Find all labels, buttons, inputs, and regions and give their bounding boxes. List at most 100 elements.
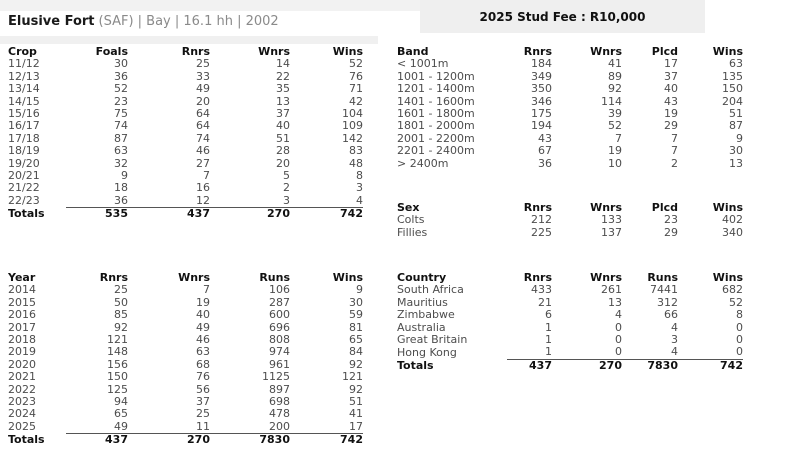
cell: 698 <box>269 396 290 409</box>
table-row: < 1001m 184 41 17 63 <box>397 58 743 70</box>
cell: 0 <box>736 346 743 359</box>
cell: 121 <box>107 334 128 347</box>
cell: 350 <box>531 83 552 96</box>
cell: 200 <box>269 420 290 433</box>
table-row: 2019 148 63 974 84 <box>8 346 363 358</box>
cell: 40 <box>664 83 678 96</box>
cell: 1125 <box>262 371 290 384</box>
cell: 49 <box>196 321 210 334</box>
column-header: Wins <box>712 272 743 284</box>
cell: 22 <box>276 70 290 83</box>
stud-fee-label: 2025 Stud Fee : R10,000 <box>479 9 646 24</box>
cell: 30 <box>349 296 363 309</box>
cell: 156 <box>107 358 128 371</box>
column-header: Year <box>8 272 36 284</box>
cell: 63 <box>114 145 128 158</box>
table-row: Mauritius 21 13 312 52 <box>397 297 743 309</box>
cell: 36 <box>538 157 552 170</box>
cell: 71 <box>349 83 363 96</box>
cell: 312 <box>657 296 678 309</box>
cell: 19 <box>608 145 622 158</box>
cell: 1 <box>545 321 552 334</box>
table-row: 2018 121 46 808 65 <box>8 334 363 346</box>
cell: 56 <box>196 383 210 396</box>
cell: 74 <box>196 132 210 145</box>
cell: 51 <box>276 132 290 145</box>
cell: 36 <box>114 194 128 207</box>
year-table: Year Rnrs Wnrs Runs Wins 2014 25 7 106 9 2015 50 19 2… <box>8 272 363 447</box>
cell: 1401 - 1600m <box>397 95 475 108</box>
cell: 1001 - 1200m <box>397 70 475 83</box>
table-row: 15/16 75 64 37 104 <box>8 108 363 120</box>
cell: 11/12 <box>8 58 40 71</box>
table-row: 16/17 74 64 40 109 <box>8 120 363 132</box>
cell: 16 <box>196 182 210 195</box>
cell: 682 <box>722 284 743 297</box>
cell: South Africa <box>397 284 464 297</box>
cell: > 2400m <box>397 157 449 170</box>
column-header: Wins <box>712 202 743 214</box>
totals-cell: Totals <box>8 433 45 447</box>
cell: 49 <box>114 420 128 433</box>
column-header: Wnrs <box>178 272 210 284</box>
cell: 2020 <box>8 358 36 371</box>
cell: 5 <box>283 170 290 183</box>
column-header: Wins <box>332 272 363 284</box>
cell: 150 <box>722 83 743 96</box>
column-header: Runs <box>259 272 290 284</box>
totals-cell: 7830 <box>210 433 290 447</box>
cell: 2025 <box>8 420 36 434</box>
cell: 19/20 <box>8 157 40 170</box>
cell: 48 <box>349 157 363 170</box>
cell: 175 <box>531 108 552 121</box>
cell: 37 <box>196 396 210 409</box>
table-row: 13/14 52 49 35 71 <box>8 83 363 95</box>
cell: 76 <box>196 371 210 384</box>
column-header: Band <box>397 46 429 58</box>
cell: 212 <box>531 214 552 227</box>
totals-cell: 437 <box>128 207 210 221</box>
table-row: 21/22 18 16 2 3 <box>8 182 363 194</box>
cell: 2017 <box>8 321 36 334</box>
cell: 85 <box>114 309 128 322</box>
table-row: Australia 1 0 4 0 <box>397 322 743 334</box>
cell: 92 <box>114 321 128 334</box>
cell: 1801 - 2000m <box>397 120 475 133</box>
cell: Mauritius <box>397 296 448 309</box>
column-header: Wnrs <box>590 272 622 284</box>
cell: 17/18 <box>8 132 40 145</box>
cell: 0 <box>736 334 743 347</box>
cell: 7 <box>203 170 210 183</box>
cell: 2016 <box>8 309 36 322</box>
header-row: Country Rnrs Wnrs Runs Wins <box>397 272 743 284</box>
table-row: 12/13 36 33 22 76 <box>8 71 363 83</box>
cell: 106 <box>269 284 290 297</box>
cell: 14 <box>276 58 290 71</box>
cell: 28 <box>276 145 290 158</box>
header-row: Crop Foals Rnrs Wnrs Wins <box>8 46 363 58</box>
table-row: 18/19 63 46 28 83 <box>8 145 363 157</box>
cell: 32 <box>114 157 128 170</box>
totals-cell: 742 <box>678 358 743 373</box>
cell: 35 <box>276 83 290 96</box>
cell: Fillies <box>397 226 428 239</box>
cell: Colts <box>397 214 425 227</box>
cell: 2023 <box>8 396 36 409</box>
cell: 1201 - 1400m <box>397 83 475 96</box>
cell: 49 <box>196 83 210 96</box>
cell: 478 <box>269 408 290 421</box>
cell: 19 <box>196 296 210 309</box>
cell: 0 <box>615 346 622 359</box>
table-row: 14/15 23 20 13 42 <box>8 96 363 108</box>
header-row: Band Rnrs Wnrs Plcd Wins <box>397 46 743 58</box>
table-row: Colts 212 133 23 402 <box>397 214 743 226</box>
cell: 51 <box>349 396 363 409</box>
column-header: Foals <box>95 46 128 58</box>
column-header: Wins <box>332 46 363 58</box>
cell: 150 <box>107 371 128 384</box>
table-row: 2024 65 25 478 41 <box>8 408 363 420</box>
cell: 8 <box>736 309 743 322</box>
table-row: 2014 25 7 106 9 <box>8 284 363 296</box>
cell: 2015 <box>8 296 36 309</box>
cell: 40 <box>196 309 210 322</box>
